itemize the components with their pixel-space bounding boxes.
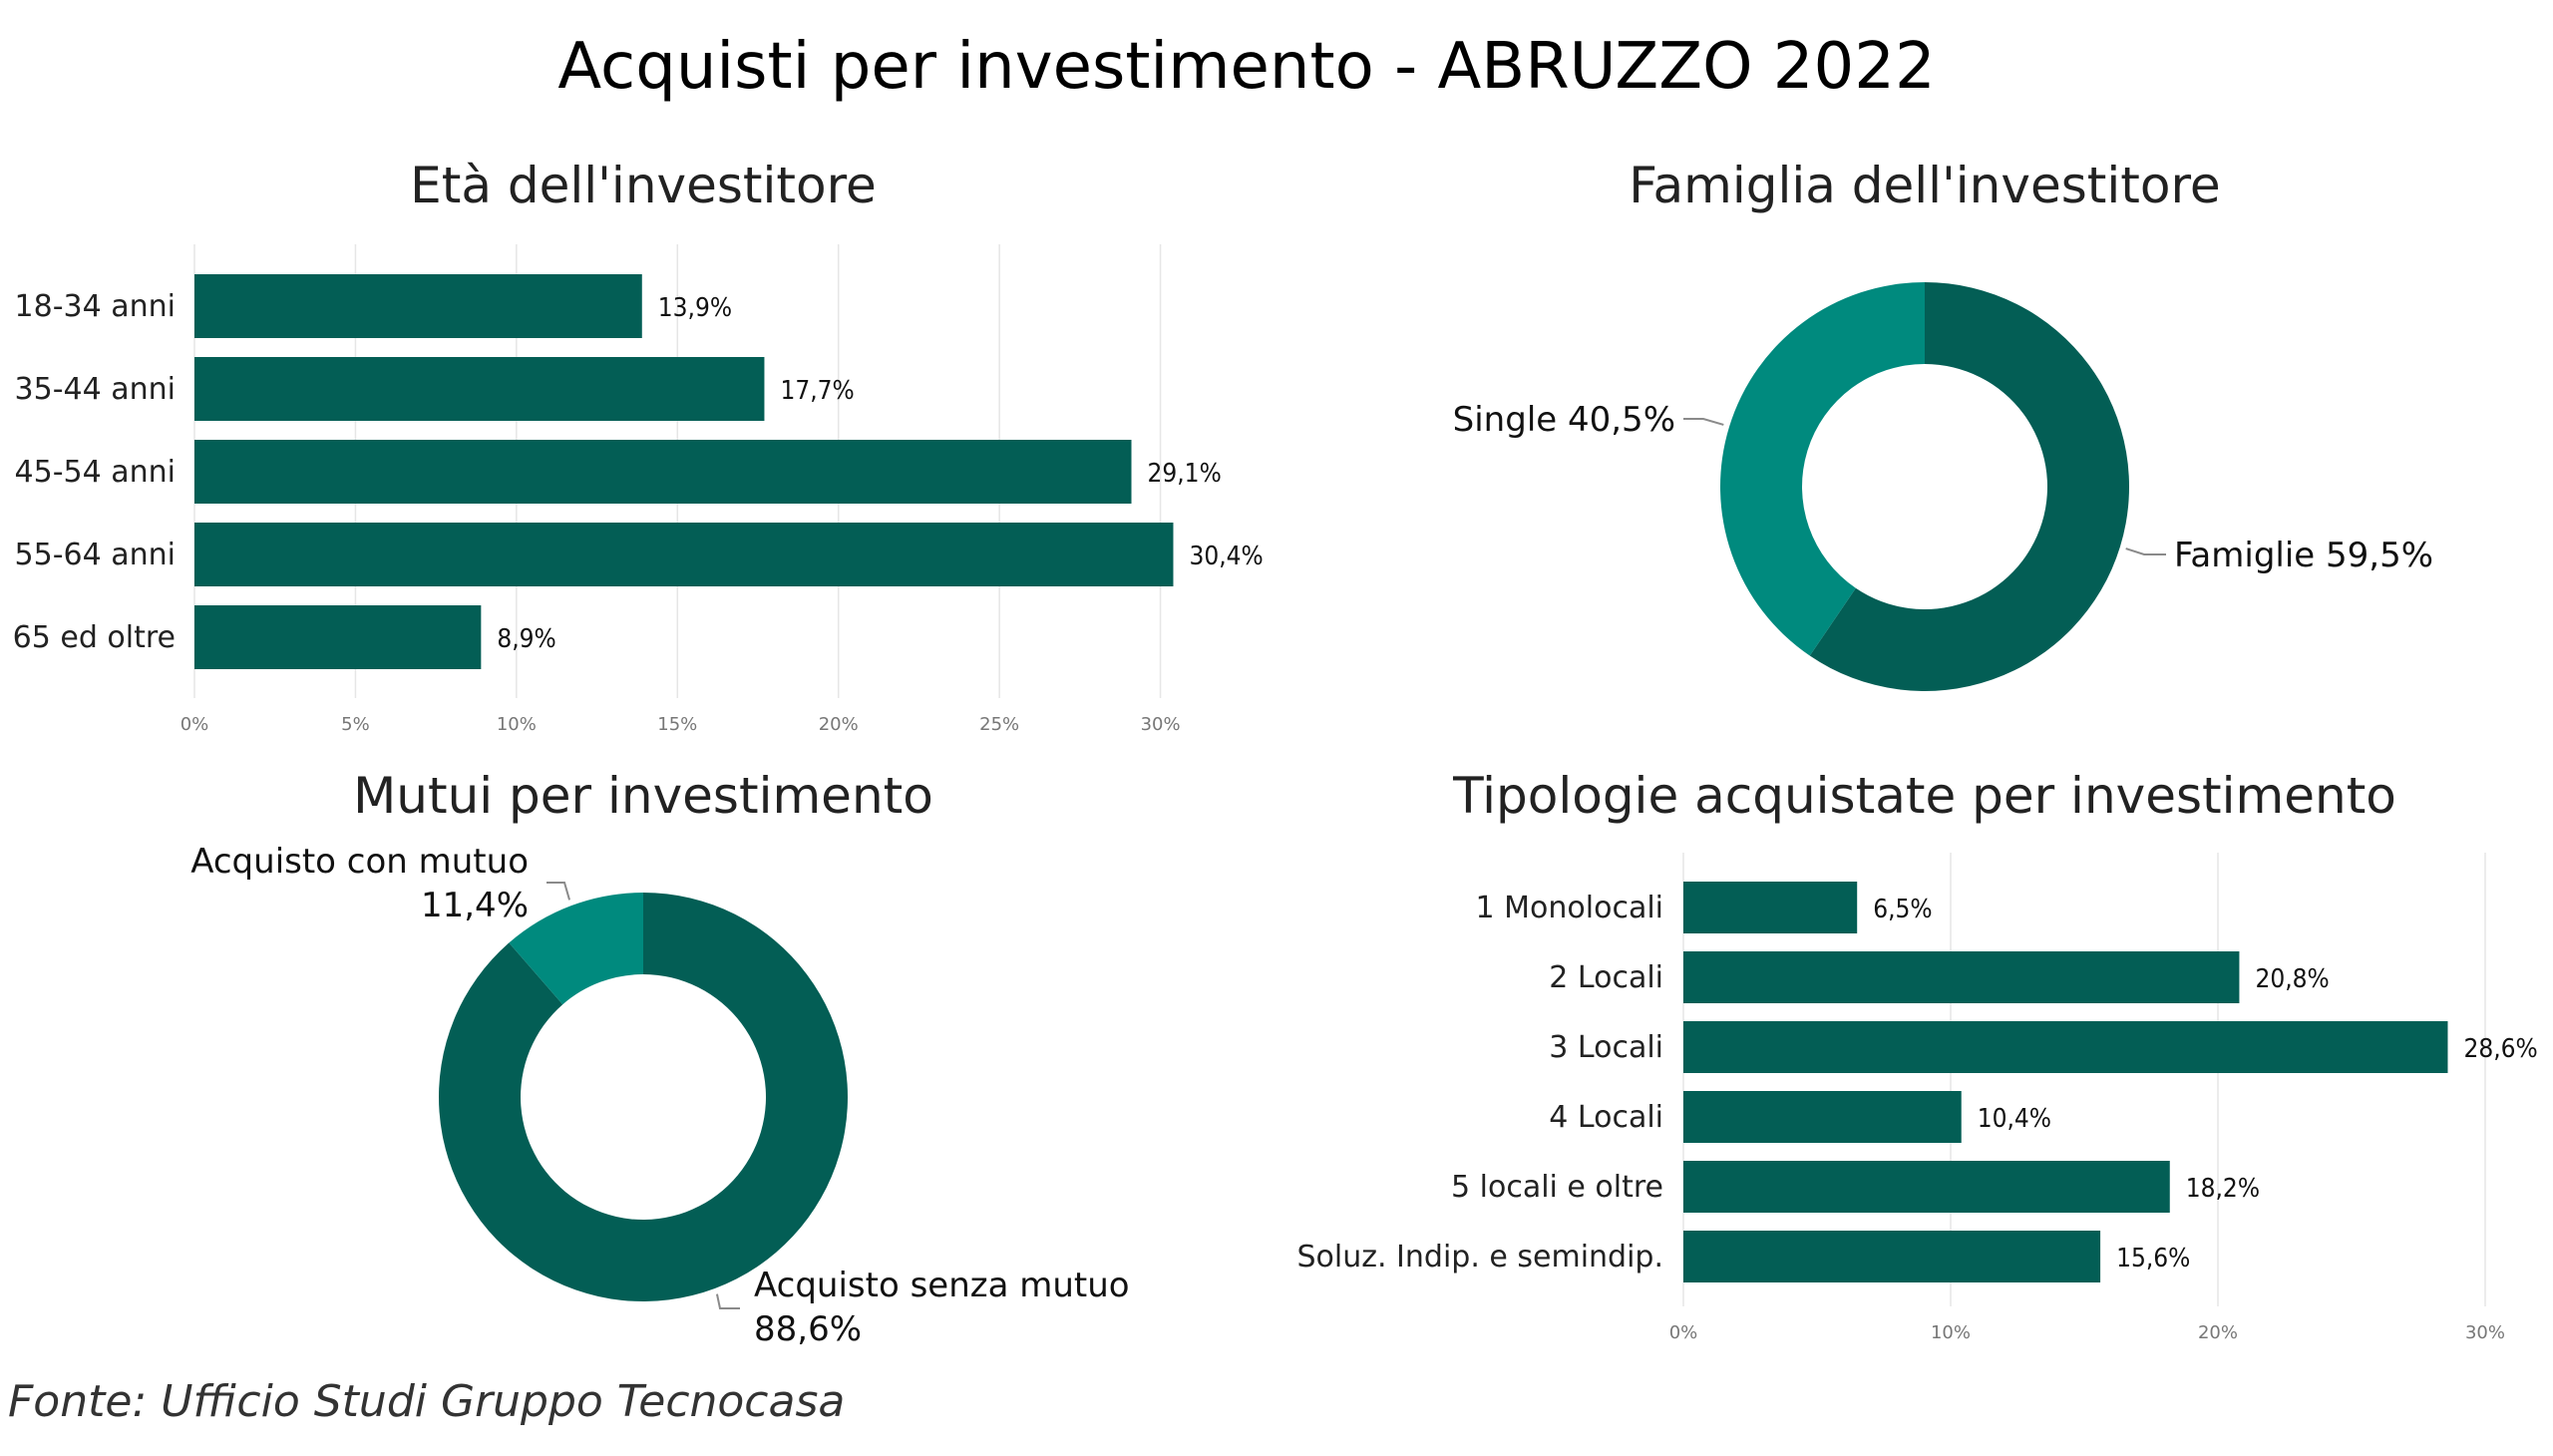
family-slice-label: Famiglie 59,5% xyxy=(2174,536,2433,575)
family-slice xyxy=(1720,282,1925,656)
types-category-label: 5 locali e oltre xyxy=(1451,1170,1663,1205)
family-donut-chart: Famiglia dell'investitore Famiglie 59,5% S… xyxy=(1453,157,2433,691)
age-bar xyxy=(194,274,642,338)
types-bar-chart: Tipologie acquistate per investimento 0% 1… xyxy=(1296,767,2537,1343)
types-bar xyxy=(1683,951,2240,1003)
types-category-label: 3 Locali xyxy=(1549,1030,1663,1065)
age-tick-label: 20% xyxy=(819,714,859,735)
types-bar xyxy=(1683,882,1858,933)
age-tick-label: 25% xyxy=(979,714,1019,735)
age-category-label: 55-64 anni xyxy=(15,538,176,572)
mortgage-slice-label: Acquisto senza mutuo xyxy=(754,1266,1130,1305)
age-category-label: 18-34 anni xyxy=(15,289,176,324)
mortgage-slice-label: 88,6% xyxy=(754,1309,862,1349)
age-value-label: 29,1% xyxy=(1148,459,1222,489)
age-bar xyxy=(194,440,1132,504)
page-title: Acquisti per investimento - ABRUZZO 2022 xyxy=(557,30,1935,104)
types-chart-title: Tipologie acquistate per investimento xyxy=(1452,767,2396,825)
mortgage-slice-label: Acquisto con mutuo xyxy=(190,842,529,882)
types-bar xyxy=(1683,1021,2448,1073)
mortgage-leader-line xyxy=(547,882,570,901)
age-bar xyxy=(194,357,765,421)
age-tick-label: 5% xyxy=(341,714,370,735)
types-value-label: 6,5% xyxy=(1873,895,1932,924)
types-value-label: 20,8% xyxy=(2255,964,2329,994)
age-bar xyxy=(194,523,1174,586)
age-tick-label: 15% xyxy=(657,714,697,735)
types-category-label: 1 Monolocali xyxy=(1476,891,1663,925)
types-tick-label: 30% xyxy=(2465,1322,2505,1343)
age-value-label: 30,4% xyxy=(1189,542,1263,571)
types-category-label: Soluz. Indip. e semindip. xyxy=(1296,1240,1663,1274)
age-category-label: 45-54 anni xyxy=(15,455,176,490)
types-tick-label: 0% xyxy=(1669,1322,1698,1343)
age-value-label: 8,9% xyxy=(497,624,555,654)
age-tick-label: 30% xyxy=(1141,714,1181,735)
family-slice-label: Single 40,5% xyxy=(1453,400,1675,440)
types-bar xyxy=(1683,1161,2170,1213)
age-tick-label: 0% xyxy=(181,714,209,735)
age-value-label: 17,7% xyxy=(780,376,854,406)
family-chart-title: Famiglia dell'investitore xyxy=(1629,157,2220,214)
age-bar-chart: Età dell'investitore 0% 5% 10% 15% 20% 25% 30% 1… xyxy=(13,157,1264,735)
age-tick-label: 10% xyxy=(497,714,537,735)
mortgage-chart-title: Mutui per investimento xyxy=(353,767,933,825)
age-bar xyxy=(194,605,482,669)
types-value-label: 28,6% xyxy=(2463,1034,2537,1064)
age-category-label: 35-44 anni xyxy=(15,372,176,407)
types-bar xyxy=(1683,1091,1962,1143)
family-leader-line xyxy=(2125,547,2166,555)
types-bar xyxy=(1683,1231,2101,1282)
types-value-label: 15,6% xyxy=(2116,1244,2190,1274)
mortgage-leader-line xyxy=(715,1293,740,1309)
source-footer: Fonte: Ufficio Studi Gruppo Tecnocasa xyxy=(8,1376,845,1427)
mortgage-donut-chart: Mutui per investimento Acquisto senza mut… xyxy=(190,767,1129,1349)
family-slice xyxy=(1809,281,2130,691)
types-value-label: 10,4% xyxy=(1978,1104,2051,1134)
mortgage-slice-label: 11,4% xyxy=(421,886,529,925)
types-value-label: 18,2% xyxy=(2186,1174,2260,1204)
age-category-label: 65 ed oltre xyxy=(13,620,176,655)
types-tick-label: 20% xyxy=(2198,1322,2238,1343)
types-tick-label: 10% xyxy=(1931,1322,1971,1343)
types-category-label: 4 Locali xyxy=(1549,1100,1663,1135)
types-category-label: 2 Locali xyxy=(1549,960,1663,995)
family-leader-line xyxy=(1683,418,1724,426)
age-chart-title: Età dell'investitore xyxy=(410,157,877,214)
mortgage-slice xyxy=(438,893,848,1302)
age-value-label: 13,9% xyxy=(658,293,732,323)
mortgage-slice xyxy=(509,893,643,1005)
